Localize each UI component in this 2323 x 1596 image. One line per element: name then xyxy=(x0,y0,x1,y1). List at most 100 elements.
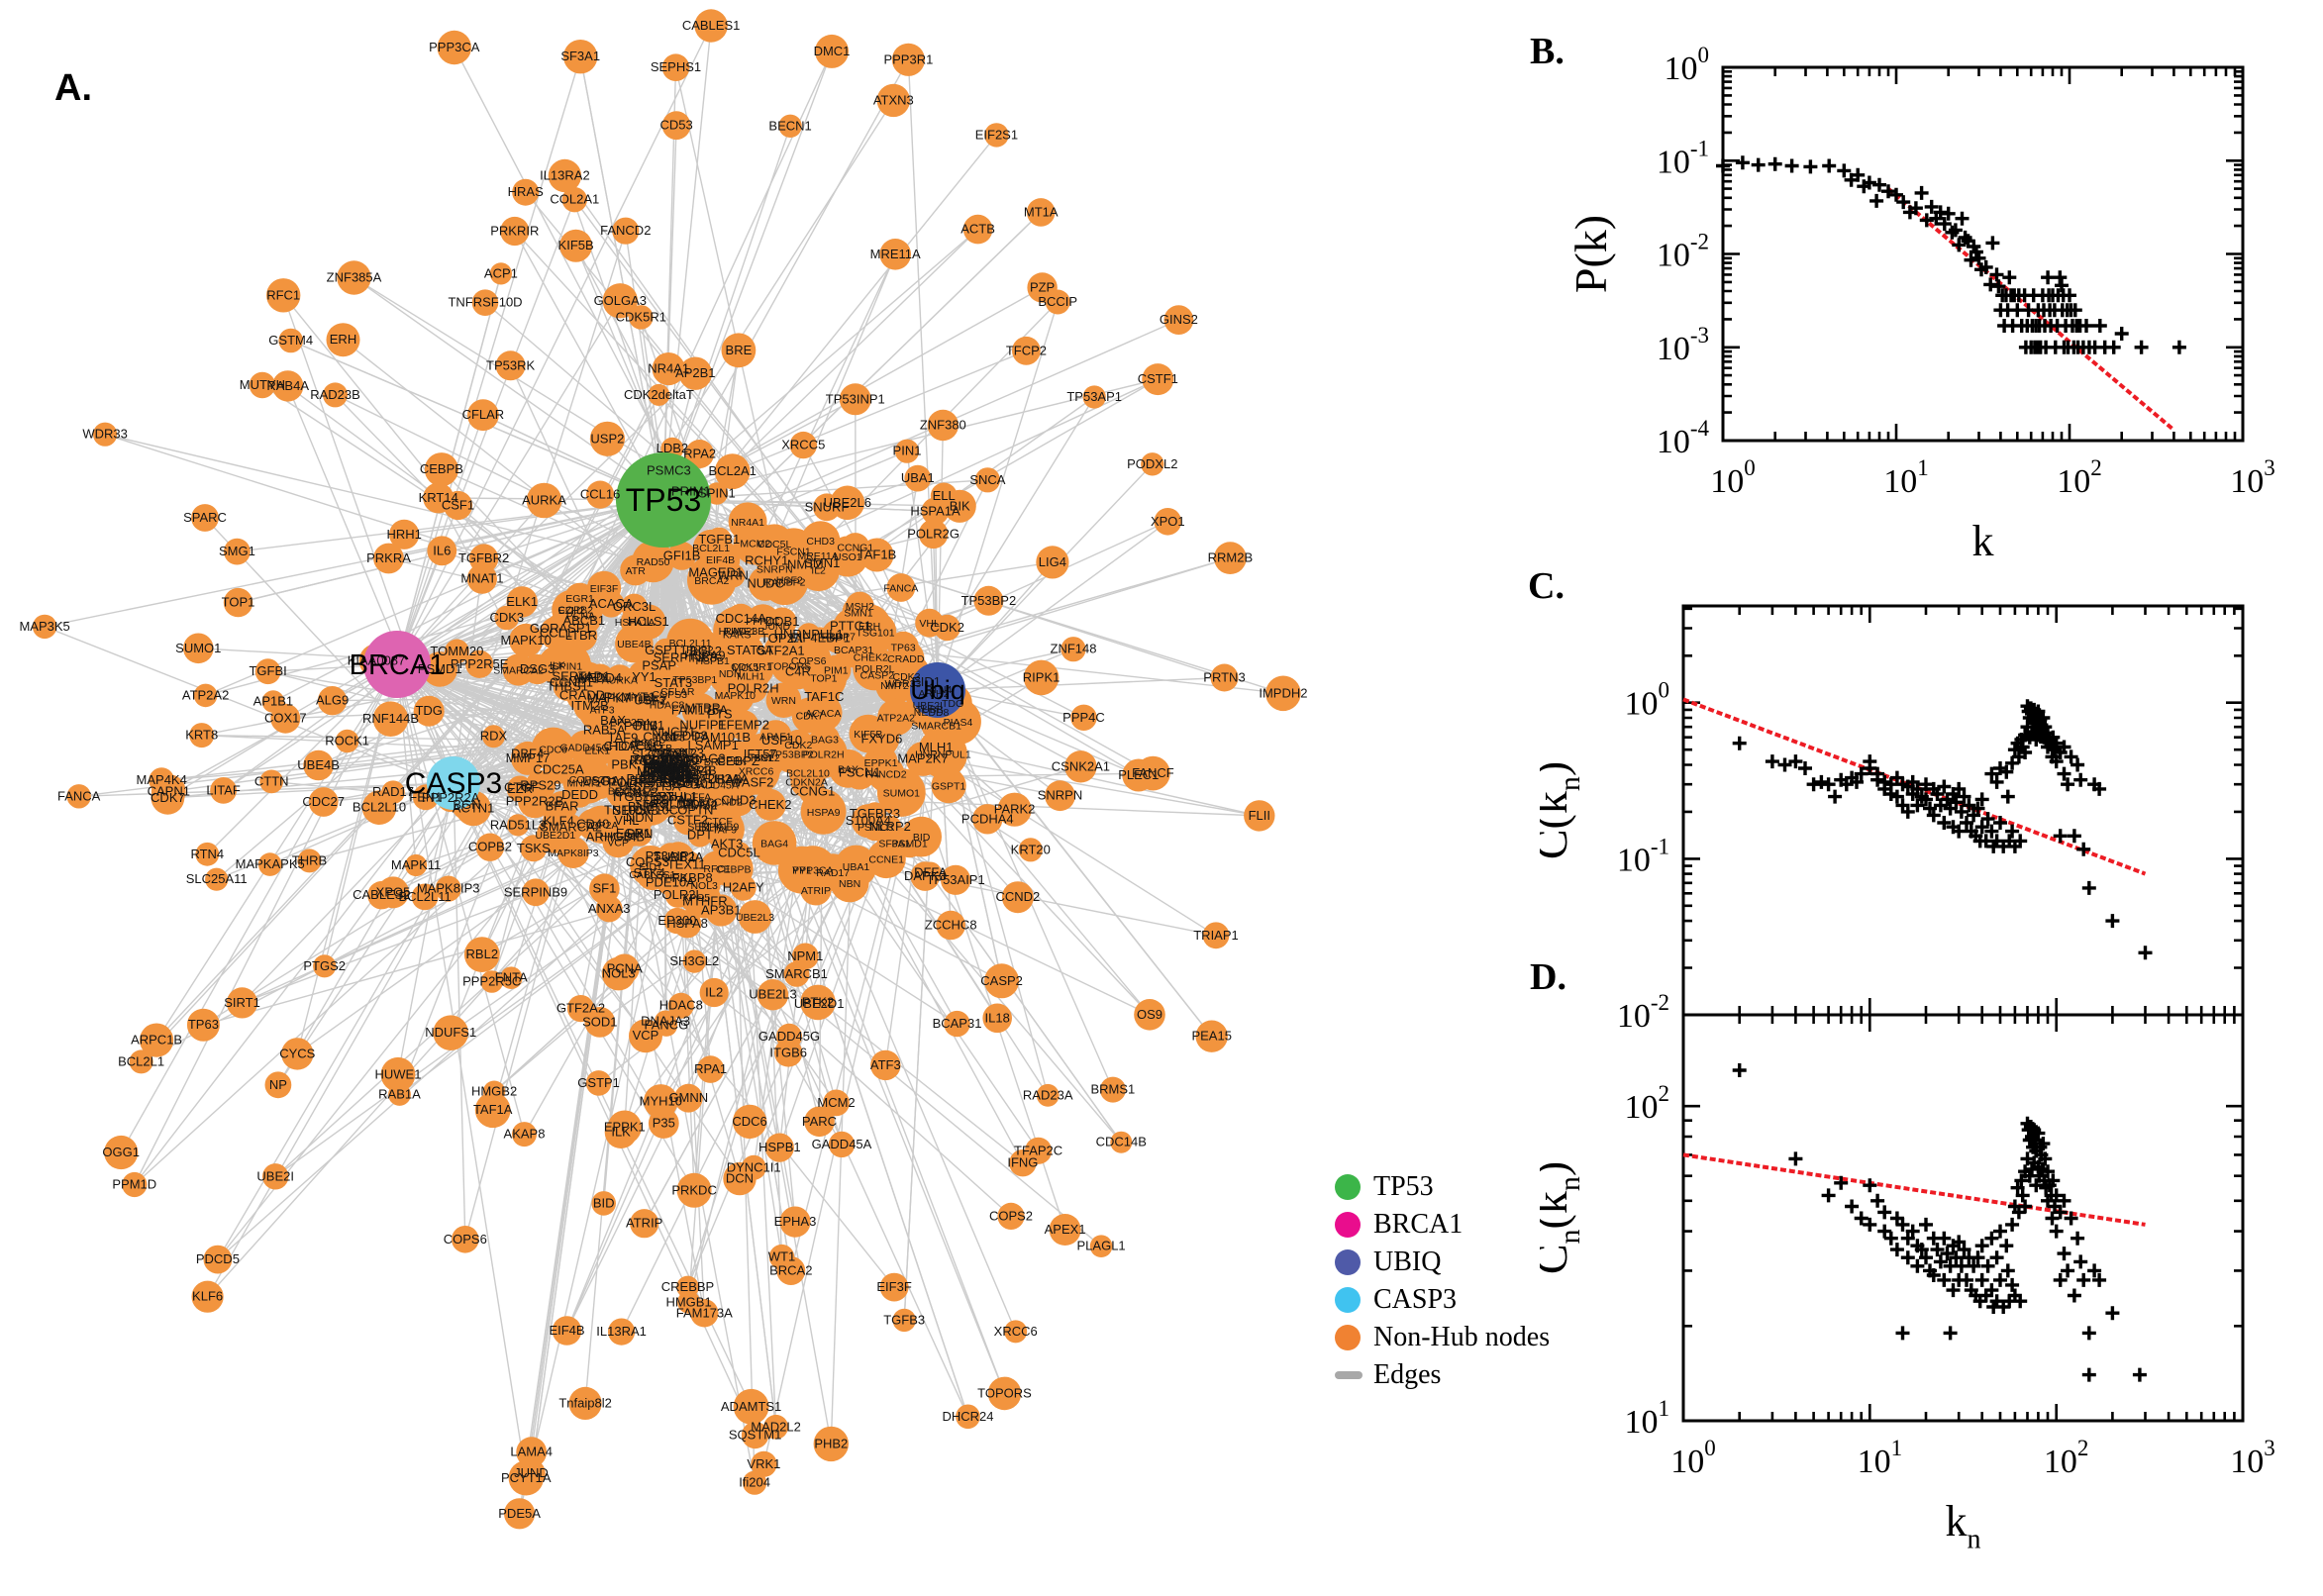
network-node-label: ELL xyxy=(933,488,956,503)
network-node-label: OS9 xyxy=(1137,1007,1162,1022)
network-node-label: CCND2 xyxy=(996,889,1041,904)
network-node xyxy=(433,1015,469,1050)
network-node-label: AP3B1 xyxy=(701,903,741,918)
network-node xyxy=(474,1092,511,1129)
legend-item: TP53 xyxy=(1335,1168,1550,1206)
tick-label: 10-1 xyxy=(1617,834,1669,878)
network-node-label: COPS2 xyxy=(989,1208,1033,1223)
network-node-label: HRH1 xyxy=(386,527,421,542)
network-node-label: MMP17 xyxy=(506,750,551,765)
network-node xyxy=(800,984,836,1021)
network-node-label: GSPT1 xyxy=(932,781,966,793)
network-node xyxy=(1070,704,1097,731)
network-node-label: RRM2B xyxy=(1208,550,1254,565)
network-node-label: USF2 xyxy=(634,693,666,708)
data-point-markers xyxy=(1732,1063,2147,1382)
network-node-label: TGFBI xyxy=(249,663,286,678)
network-node xyxy=(941,864,971,895)
network-node xyxy=(1023,659,1060,696)
network-node-label: MYL2 xyxy=(645,757,678,772)
network-node-label: PBK xyxy=(726,755,747,767)
network-node-label: POLB xyxy=(624,719,658,734)
network-node-label: FANCA xyxy=(883,583,918,595)
network-node-label: RAD23B xyxy=(310,387,360,402)
network-node-label: NR4A1 xyxy=(731,517,764,529)
network-node-label: MT1A xyxy=(1024,204,1059,219)
network-node xyxy=(552,1316,582,1346)
network-node-label: RANBP2 xyxy=(763,576,805,588)
network-node xyxy=(821,619,857,653)
tick-label: 102 xyxy=(1625,1081,1670,1126)
network-node xyxy=(984,963,1020,999)
network-node xyxy=(1110,1131,1133,1153)
network-node-label: MAPK10 xyxy=(501,633,552,648)
network-node xyxy=(516,1437,548,1468)
network-node-label: YY1 xyxy=(792,865,812,877)
network-node-label: CDC6 xyxy=(732,1114,766,1129)
network-node-label: HNRNPUL1 xyxy=(915,749,971,761)
network-node-label: USP2 xyxy=(590,431,624,446)
network-node xyxy=(823,1089,850,1117)
network-node-label: NBN xyxy=(839,878,860,890)
network-node-label: NDN xyxy=(719,668,742,680)
network-node-label: KARS xyxy=(663,761,699,776)
network-node-label: NMT2 xyxy=(787,556,822,571)
legend-dot-brca1 xyxy=(1335,1212,1361,1238)
network-node xyxy=(886,573,916,602)
network-node-label: ZCCHC8 xyxy=(925,918,977,933)
network-node xyxy=(1134,999,1165,1031)
network-node xyxy=(297,848,322,873)
network-node-label: HMGB2 xyxy=(600,831,638,843)
network-node-label: ATP2A2 xyxy=(877,712,915,724)
network-node-label: CFLAR xyxy=(660,686,695,698)
network-node xyxy=(262,1163,289,1190)
network-node-label: CDC5L xyxy=(758,539,792,550)
network-node-label: GADD45G xyxy=(758,1029,820,1044)
network-node-label: NR4A1 xyxy=(648,361,689,376)
network-node xyxy=(512,1122,537,1147)
network-node-labels: MAPK10PIM1EPPK1USO1GSPT1UBE4BFSCN1DFFAPP… xyxy=(19,18,1307,1521)
network-node-label: CCNE1 xyxy=(550,675,593,690)
network-node-label: BCL2A1 xyxy=(708,463,756,478)
network-node xyxy=(367,881,396,910)
network-node-label: DBF4 xyxy=(511,747,544,761)
network-node-label: AKT3 xyxy=(711,836,744,850)
network-node-label: CHD3 xyxy=(806,536,835,548)
network-node xyxy=(480,970,504,993)
network-node xyxy=(687,694,718,724)
legend-item-label: TP53 xyxy=(1373,1171,1434,1202)
network-node-label: HSPA1A xyxy=(910,503,960,518)
network-node-label: PPP2R2B xyxy=(506,793,564,808)
network-node-label: BGN xyxy=(453,797,480,812)
network-node xyxy=(600,818,636,853)
panel-label-a: A. xyxy=(54,67,92,109)
network-node-label: BECN1 xyxy=(768,118,811,133)
network-node-label: PTK2 xyxy=(802,994,835,1009)
network-node xyxy=(804,1106,835,1138)
network-node xyxy=(584,1007,616,1038)
network-node-label: ZNF380 xyxy=(920,418,966,433)
network-node xyxy=(586,570,622,606)
tick-label: 100 xyxy=(1625,678,1670,723)
network-node xyxy=(652,352,685,386)
network-node-label: UBE2L3 xyxy=(749,987,796,1002)
network-node xyxy=(738,900,772,934)
network-node xyxy=(974,467,1001,493)
network-node-label: PMS2 xyxy=(682,798,717,813)
network-node xyxy=(1018,838,1043,862)
network-node-label: EPPK1 xyxy=(604,1120,646,1135)
network-node-label: SERTAD1 xyxy=(552,668,610,683)
network-node-label: COPS6 xyxy=(444,1232,487,1247)
network-node-label: PTHLH xyxy=(648,759,690,774)
network-node-label: RAD17 xyxy=(816,867,850,879)
network-node xyxy=(997,792,1032,827)
network-node-label: THRB xyxy=(658,872,687,884)
network-node xyxy=(1027,272,1058,303)
network-node xyxy=(317,686,348,716)
network-node-label: MNAT1 xyxy=(460,571,503,586)
network-node-label: RAB4A xyxy=(266,378,309,393)
network-node xyxy=(93,422,118,447)
network-node-label: FAM175A xyxy=(671,702,728,717)
legend-dot-tp53 xyxy=(1335,1174,1361,1200)
plot-frame xyxy=(1681,1015,2245,1423)
